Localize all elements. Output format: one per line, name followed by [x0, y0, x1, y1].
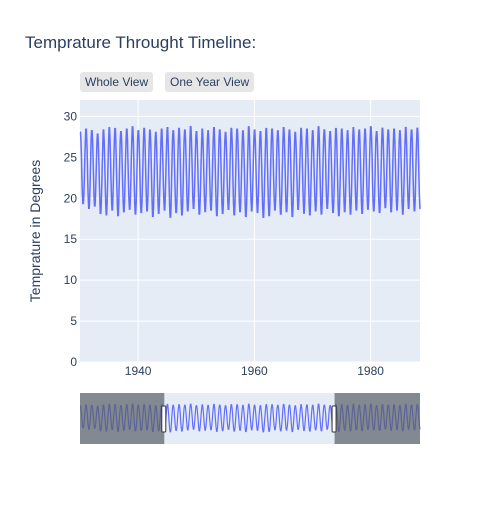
axis-ticks: 0 5 10 15 20 25 30 1940 1960 1980: [64, 109, 385, 378]
x-tick-label: 1940: [125, 364, 152, 378]
one-year-view-button[interactable]: One Year View: [165, 72, 255, 92]
rangeslider-handle-left[interactable]: [161, 405, 167, 433]
y-tick-label: 20: [64, 191, 78, 205]
y-axis-label: Temprature in Degrees: [27, 160, 43, 302]
y-tick-label: 30: [64, 109, 78, 123]
x-tick-label: 1960: [241, 364, 268, 378]
y-tick-label: 0: [70, 355, 77, 369]
temperature-series-line: [79, 126, 421, 218]
rangeslider-handle-right[interactable]: [331, 405, 337, 433]
y-tick-label: 5: [70, 314, 77, 328]
chart-title: Temprature Throught Timeline:: [25, 33, 257, 52]
y-tick-label: 15: [64, 232, 78, 246]
whole-view-button[interactable]: Whole View: [80, 72, 154, 92]
y-tick-label: 25: [64, 150, 78, 164]
rangeslider-mask-left[interactable]: [80, 393, 165, 444]
rangeslider-mask-right[interactable]: [334, 393, 420, 444]
y-tick-label: 10: [64, 273, 78, 287]
x-tick-label: 1980: [357, 364, 384, 378]
